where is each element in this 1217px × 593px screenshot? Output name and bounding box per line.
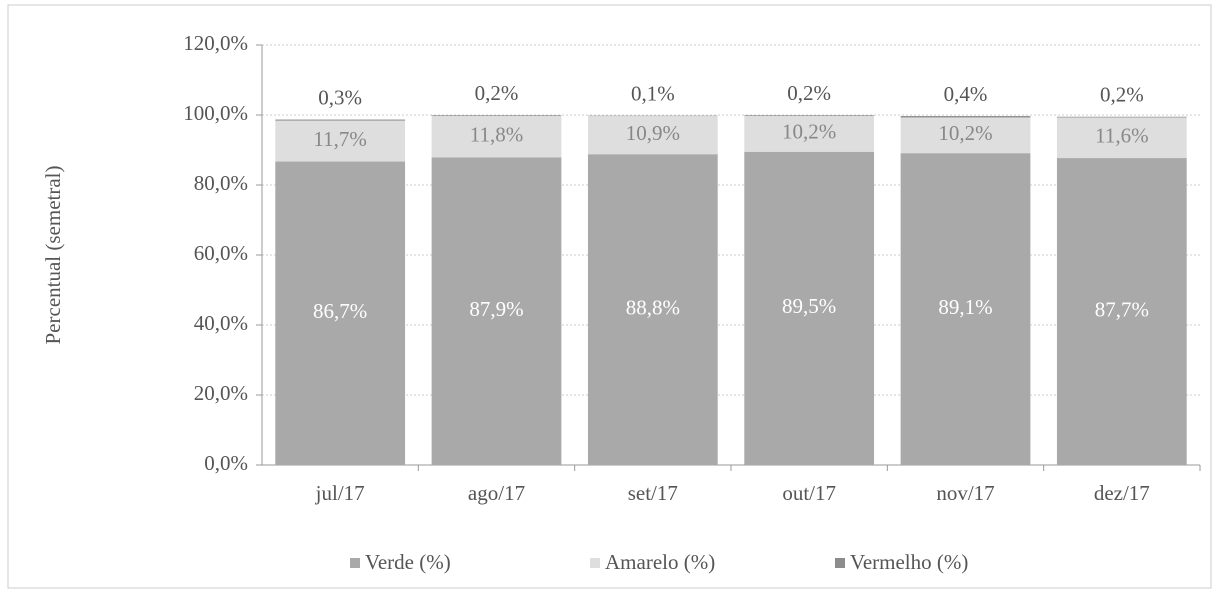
data-label: 11,8% [470,123,523,147]
data-label: 87,7% [1095,297,1149,321]
legend-label: Verde (%) [365,550,451,574]
bar-segment [900,153,1031,465]
x-tick-label: ago/17 [468,481,525,505]
data-label: 0,2% [475,81,519,105]
y-tick-label: 100,0% [183,101,248,125]
data-label: 89,1% [938,295,992,319]
data-label: 89,5% [782,294,836,318]
bar-segment [900,117,1031,154]
x-tick-label: dez/17 [1094,481,1150,505]
bar-segment [1056,158,1187,466]
bar-segment [431,115,562,117]
y-tick-label: 20,0% [194,381,248,405]
data-label: 11,7% [313,127,366,151]
bar-segment [744,116,875,152]
data-label: 10,2% [782,120,836,144]
legend-swatch [350,558,360,568]
data-label: 0,4% [944,82,988,106]
data-label: 10,2% [938,121,992,145]
bar-segment [900,116,1031,118]
data-label: 87,9% [469,297,523,321]
bar-segment [587,154,718,465]
x-tick-label: out/17 [782,481,836,505]
legend-label: Amarelo (%) [605,550,715,574]
data-label: 0,2% [787,81,831,105]
data-label: 11,6% [1095,124,1148,148]
x-tick-label: nov/17 [936,481,994,505]
x-tick-label: set/17 [628,481,678,505]
bar-segment [275,119,406,121]
y-axis-title: Percentual (semetral) [41,166,65,345]
bar-segment [1056,116,1187,118]
data-label: 0,3% [318,85,362,109]
data-label: 0,1% [631,82,675,106]
legend-label: Vermelho (%) [850,550,968,574]
y-tick-label: 60,0% [194,241,248,265]
y-tick-label: 40,0% [194,311,248,335]
bar-segment [1056,117,1187,159]
y-tick-label: 80,0% [194,171,248,195]
bar-segment [431,116,562,158]
bar-segment [587,116,718,155]
bar-segment [744,151,875,465]
bar-segment [431,157,562,465]
x-tick-label: jul/17 [315,481,365,505]
data-label: 0,2% [1100,83,1144,107]
y-tick-label: 0,0% [204,451,248,475]
y-tick-label: 120,0% [183,31,248,55]
data-label: 88,8% [626,295,680,319]
legend-swatch [835,558,845,568]
data-label: 10,9% [626,121,680,145]
data-label: 86,7% [313,299,367,323]
bar-segment [275,161,406,466]
bar-segment [275,120,406,162]
chart-frame [7,4,1212,589]
bar-segment [744,115,875,117]
legend-swatch [590,558,600,568]
